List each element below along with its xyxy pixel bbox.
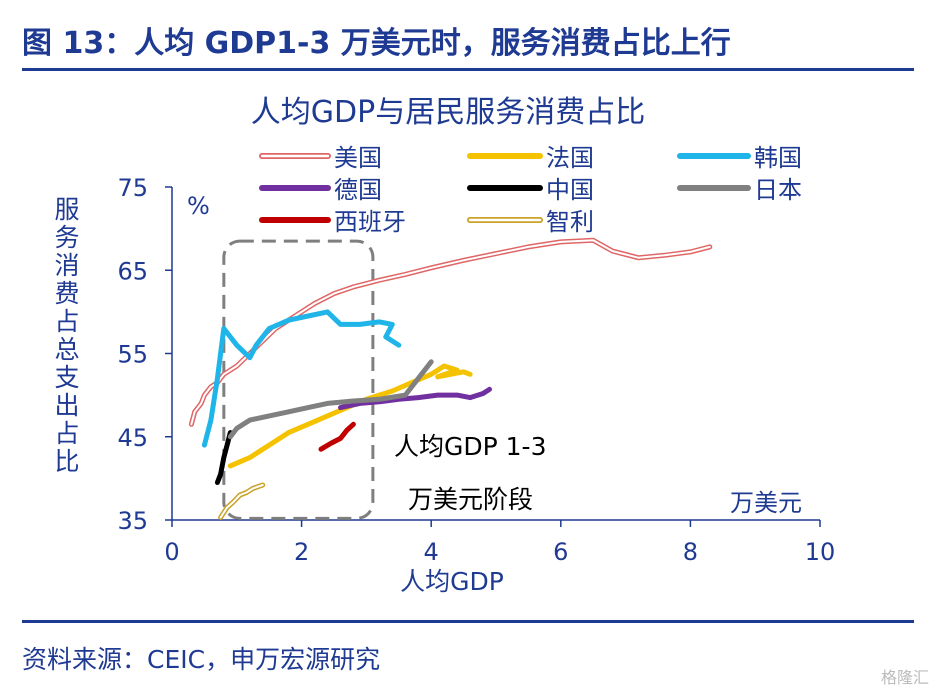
x-tick-label: 2 xyxy=(294,538,309,566)
legend-item-germany: 德国 xyxy=(259,176,382,204)
top-rule xyxy=(22,68,914,71)
x-tick-label: 6 xyxy=(553,538,568,566)
series-5 xyxy=(227,359,434,440)
series-line xyxy=(201,309,402,448)
x-tick-label: 8 xyxy=(683,538,698,566)
y-axis-label-char: 占 xyxy=(54,419,79,448)
series-4 xyxy=(214,430,233,485)
legend-label: 中国 xyxy=(546,176,594,204)
y-tick-label: 45 xyxy=(117,424,148,452)
y-axis-label-char: 出 xyxy=(54,391,79,420)
legend-item-france: 法国 xyxy=(467,144,594,172)
figure-title: 图 13：人均 GDP1-3 万美元时，服务消费占比上行 xyxy=(22,26,731,61)
y-tick-label: 35 xyxy=(117,507,148,535)
legend-label: 智利 xyxy=(546,208,594,236)
series-layer xyxy=(188,237,713,520)
legend: 美国 法国 韩国 德国 中国 日本 西班牙 智利 xyxy=(259,144,802,236)
x-tick-label: 4 xyxy=(424,538,439,566)
legend-item-korea: 韩国 xyxy=(677,144,802,172)
source-note: 资料来源：CEIC，申万宏源研究 xyxy=(22,645,381,674)
legend-item-chile: 智利 xyxy=(467,208,594,236)
series-6 xyxy=(318,421,356,452)
y-axis-label-char: 占 xyxy=(54,307,79,336)
legend-item-japan: 日本 xyxy=(677,176,802,204)
y-axis-label-char: 务 xyxy=(54,223,79,252)
x-tick-label: 0 xyxy=(164,538,179,566)
y-axis-label-char: 服 xyxy=(54,195,79,224)
series-3 xyxy=(338,386,492,411)
legend-label: 德国 xyxy=(334,176,382,204)
series-line xyxy=(227,363,473,469)
y-tick-label: 55 xyxy=(117,341,148,369)
y-axis-label-char: 消 xyxy=(54,251,79,280)
y-axis-label-char: 总 xyxy=(54,335,79,364)
series-7 xyxy=(218,482,266,520)
series-line xyxy=(227,359,434,440)
series-line-inner xyxy=(219,484,264,519)
x-unit: 万美元 xyxy=(730,489,802,517)
series-line-outer xyxy=(218,482,266,520)
chart-title: 人均GDP与居民服务消费占比 xyxy=(251,95,645,130)
y-ticks: 35 45 55 65 75 xyxy=(117,174,172,535)
annotation-line1: 人均GDP 1-3 xyxy=(394,432,546,461)
series-line xyxy=(318,421,356,452)
annotation-box xyxy=(222,239,375,520)
legend-item-china: 中国 xyxy=(467,176,594,204)
x-axis-label: 人均GDP xyxy=(400,567,504,596)
series-2 xyxy=(201,309,402,448)
y-axis-label-char: 比 xyxy=(54,447,79,476)
x-tick-label: 10 xyxy=(805,538,836,566)
y-tick-label: 75 xyxy=(117,174,148,202)
legend-label: 法国 xyxy=(546,144,594,172)
series-1 xyxy=(227,363,473,469)
x-ticks: 0 2 4 6 8 10 xyxy=(164,520,835,566)
legend-label: 韩国 xyxy=(754,144,802,172)
legend-label: 西班牙 xyxy=(334,208,406,236)
y-tick-label: 65 xyxy=(117,257,148,285)
y-unit: % xyxy=(187,192,210,220)
bottom-rule xyxy=(22,620,914,623)
legend-item-us: 美国 xyxy=(259,144,382,172)
annotation-line2: 万美元阶段 xyxy=(408,485,533,514)
legend-label: 日本 xyxy=(754,176,802,204)
legend-label: 美国 xyxy=(334,144,382,172)
y-axis-label: 服务消费占总支出占比 xyxy=(54,195,79,476)
watermark: 格隆汇 xyxy=(880,668,929,687)
y-axis-label-char: 费 xyxy=(54,279,79,308)
series-line xyxy=(214,430,233,485)
y-axis-label-char: 支 xyxy=(54,363,79,392)
series-line xyxy=(338,386,492,411)
legend-item-spain: 西班牙 xyxy=(259,208,406,236)
